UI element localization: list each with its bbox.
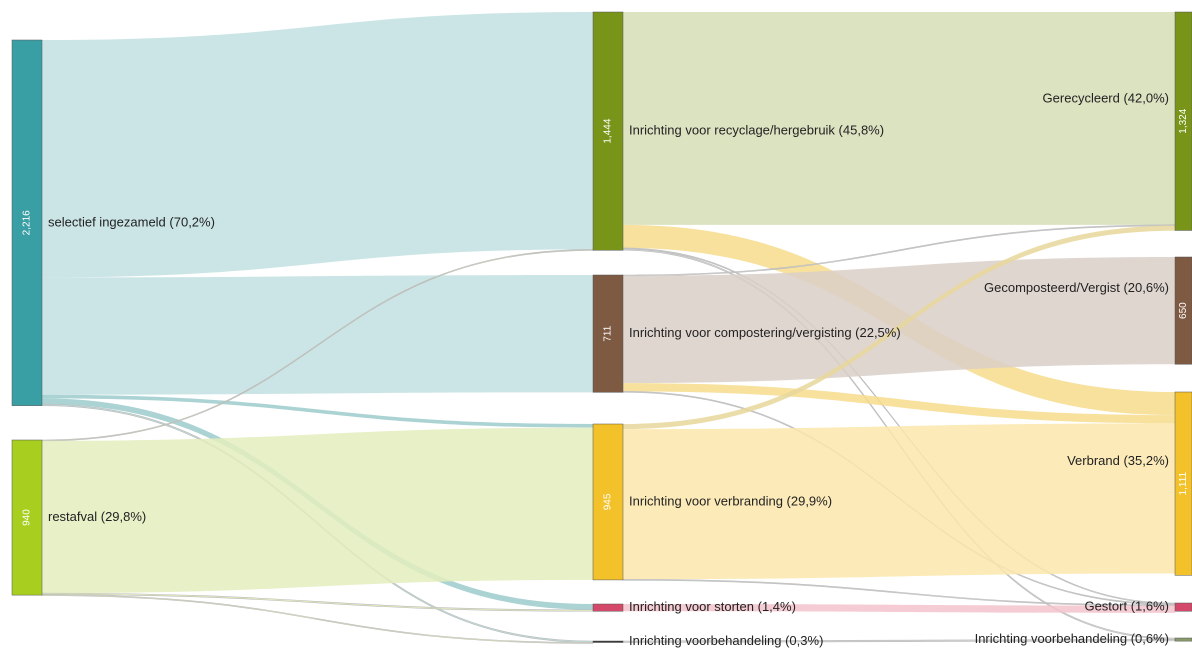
node-value: 1,324 — [1178, 108, 1189, 133]
node-label: Inrichting voor recyclage/hergebruik (45… — [629, 123, 884, 138]
link — [623, 225, 1175, 430]
node — [11, 39, 43, 406]
node-label: Inrichting voor storten (1,4%) — [629, 599, 796, 614]
node — [1174, 637, 1192, 642]
node-label: Inrichting voorbehandeling (0,3%) — [629, 633, 823, 648]
link — [42, 12, 593, 278]
node-value: 2,216 — [22, 210, 33, 235]
node — [11, 439, 43, 596]
links — [41, 12, 1176, 644]
link — [42, 427, 593, 594]
node — [1174, 602, 1192, 612]
node-value: 945 — [603, 493, 614, 510]
node — [592, 640, 624, 643]
node — [592, 274, 624, 393]
link — [623, 604, 1175, 613]
node — [1174, 11, 1192, 231]
link — [623, 257, 1175, 384]
link — [41, 594, 594, 644]
node-value: 711 — [603, 325, 614, 341]
node-label: Gerecycleerd (42,0%) — [1043, 91, 1169, 106]
node — [1174, 391, 1192, 576]
node-label: Inrichting voor verbranding (29,9%) — [629, 493, 832, 508]
node — [592, 603, 624, 612]
node-label: restafval (29,8%) — [48, 509, 146, 524]
link — [42, 275, 593, 395]
link — [623, 12, 1175, 225]
node-label: Inrichting voorbehandeling (0,6%) — [975, 631, 1169, 646]
node-label: Gestort (1,6%) — [1084, 599, 1169, 614]
node-label: Verbrand (35,2%) — [1067, 453, 1169, 468]
link — [623, 383, 1175, 424]
node — [592, 11, 624, 251]
node-label: Gecomposteerd/Vergist (20,6%) — [984, 280, 1169, 295]
node-label: Inrichting voor compostering/vergisting … — [629, 325, 901, 340]
link — [42, 394, 593, 428]
node — [592, 423, 624, 581]
node-label: selectief ingezameld (70,2%) — [48, 214, 215, 229]
node-value: 1,111 — [1178, 471, 1189, 495]
node-value: 650 — [1178, 302, 1189, 319]
link — [623, 423, 1175, 580]
node — [1174, 256, 1192, 365]
node-value: 940 — [22, 509, 33, 526]
node-value: 1,444 — [603, 118, 614, 143]
